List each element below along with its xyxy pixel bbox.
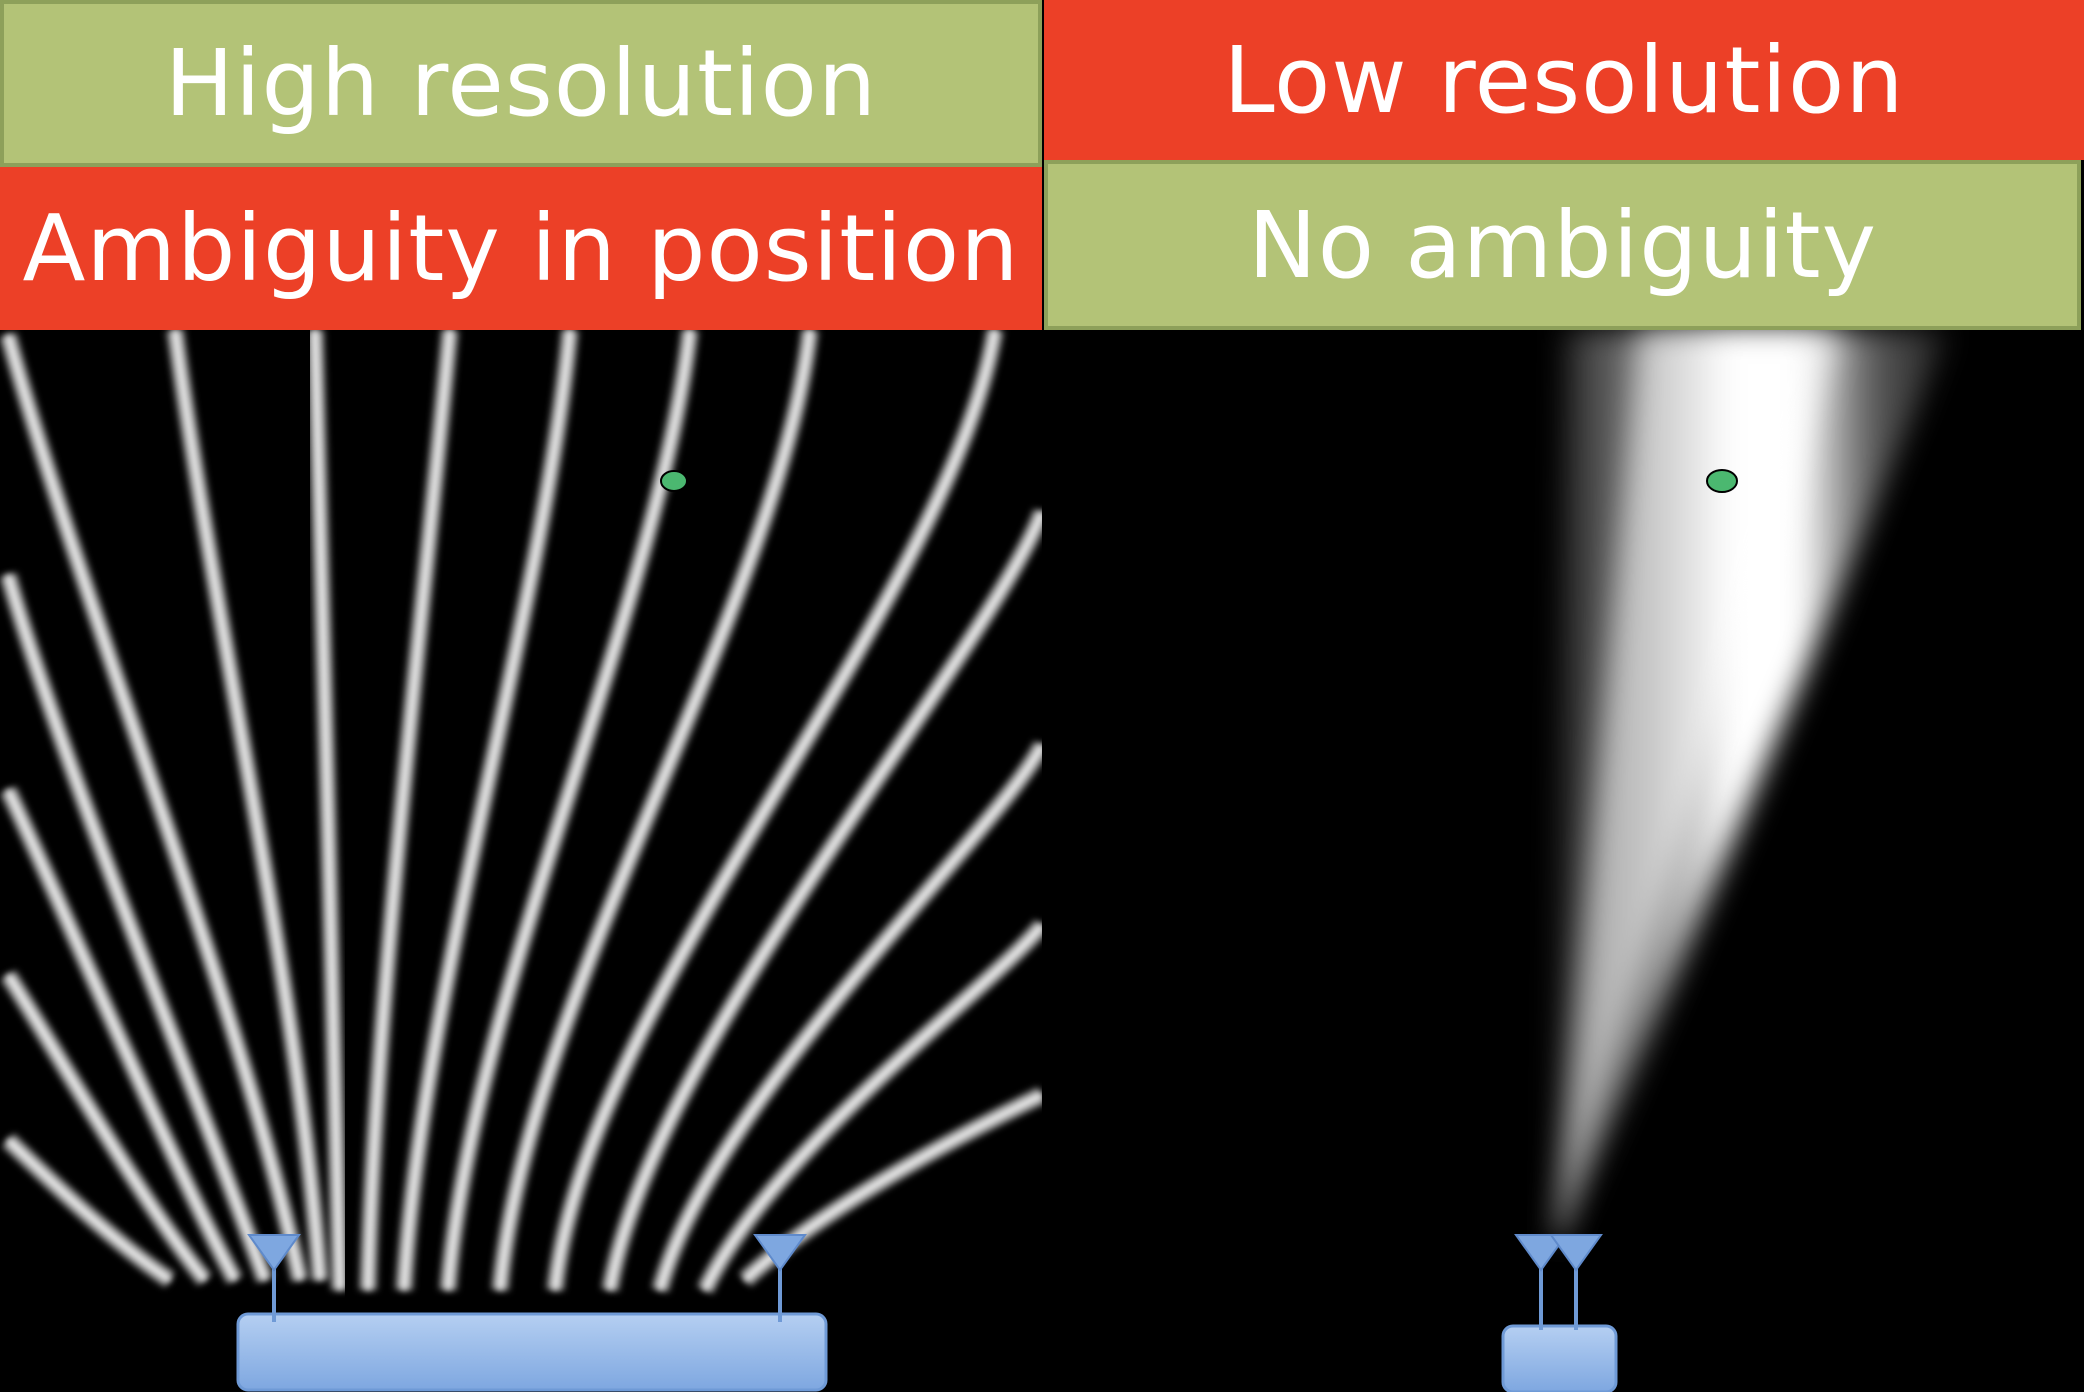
right-array-device-icon (1501, 1324, 1618, 1392)
left-target-icon (660, 470, 688, 492)
left-resolution-label: High resolution (0, 0, 1042, 167)
grating-lobe-beam (5, 973, 208, 1282)
left-ambiguity-label: Ambiguity in position (0, 167, 1042, 330)
right-ambiguity-label: No ambiguity (1044, 160, 2081, 330)
grating-lobe-beams (0, 330, 1042, 1294)
left-ambiguity-text: Ambiguity in position (22, 195, 1020, 302)
grating-lobe-beam (702, 923, 1042, 1292)
grating-lobe-beam (497, 330, 813, 1291)
grating-lobe-beam (172, 330, 323, 1281)
right-resolution-label: Low resolution (1044, 0, 2084, 160)
grating-lobe-beam (657, 743, 1042, 1291)
left-antenna-2-icon (753, 1234, 807, 1322)
right-antenna-1-icon (1514, 1234, 1568, 1330)
right-ambiguity-text: No ambiguity (1247, 191, 1878, 299)
grating-lobe-beam (401, 330, 573, 1291)
right-antenna-2-icon (1549, 1234, 1603, 1330)
grating-lobe-beam (445, 330, 693, 1291)
grating-lobe-beam (312, 330, 343, 1291)
left-resolution-text: High resolution (164, 30, 878, 137)
grating-lobe-beam (5, 1137, 172, 1283)
single-wide-beam (1553, 330, 1950, 1240)
right-resolution-text: Low resolution (1223, 26, 1905, 134)
right-target-icon (1706, 469, 1738, 493)
grating-lobe-beam (552, 330, 998, 1291)
grating-lobe-beam (607, 510, 1042, 1291)
grating-lobe-beam (5, 334, 303, 1281)
grating-lobe-beam (5, 574, 268, 1282)
grating-lobe-beam (5, 788, 238, 1282)
left-array-device-icon (236, 1312, 828, 1392)
left-antenna-1-icon (247, 1234, 301, 1322)
grating-lobe-beam (365, 330, 453, 1291)
